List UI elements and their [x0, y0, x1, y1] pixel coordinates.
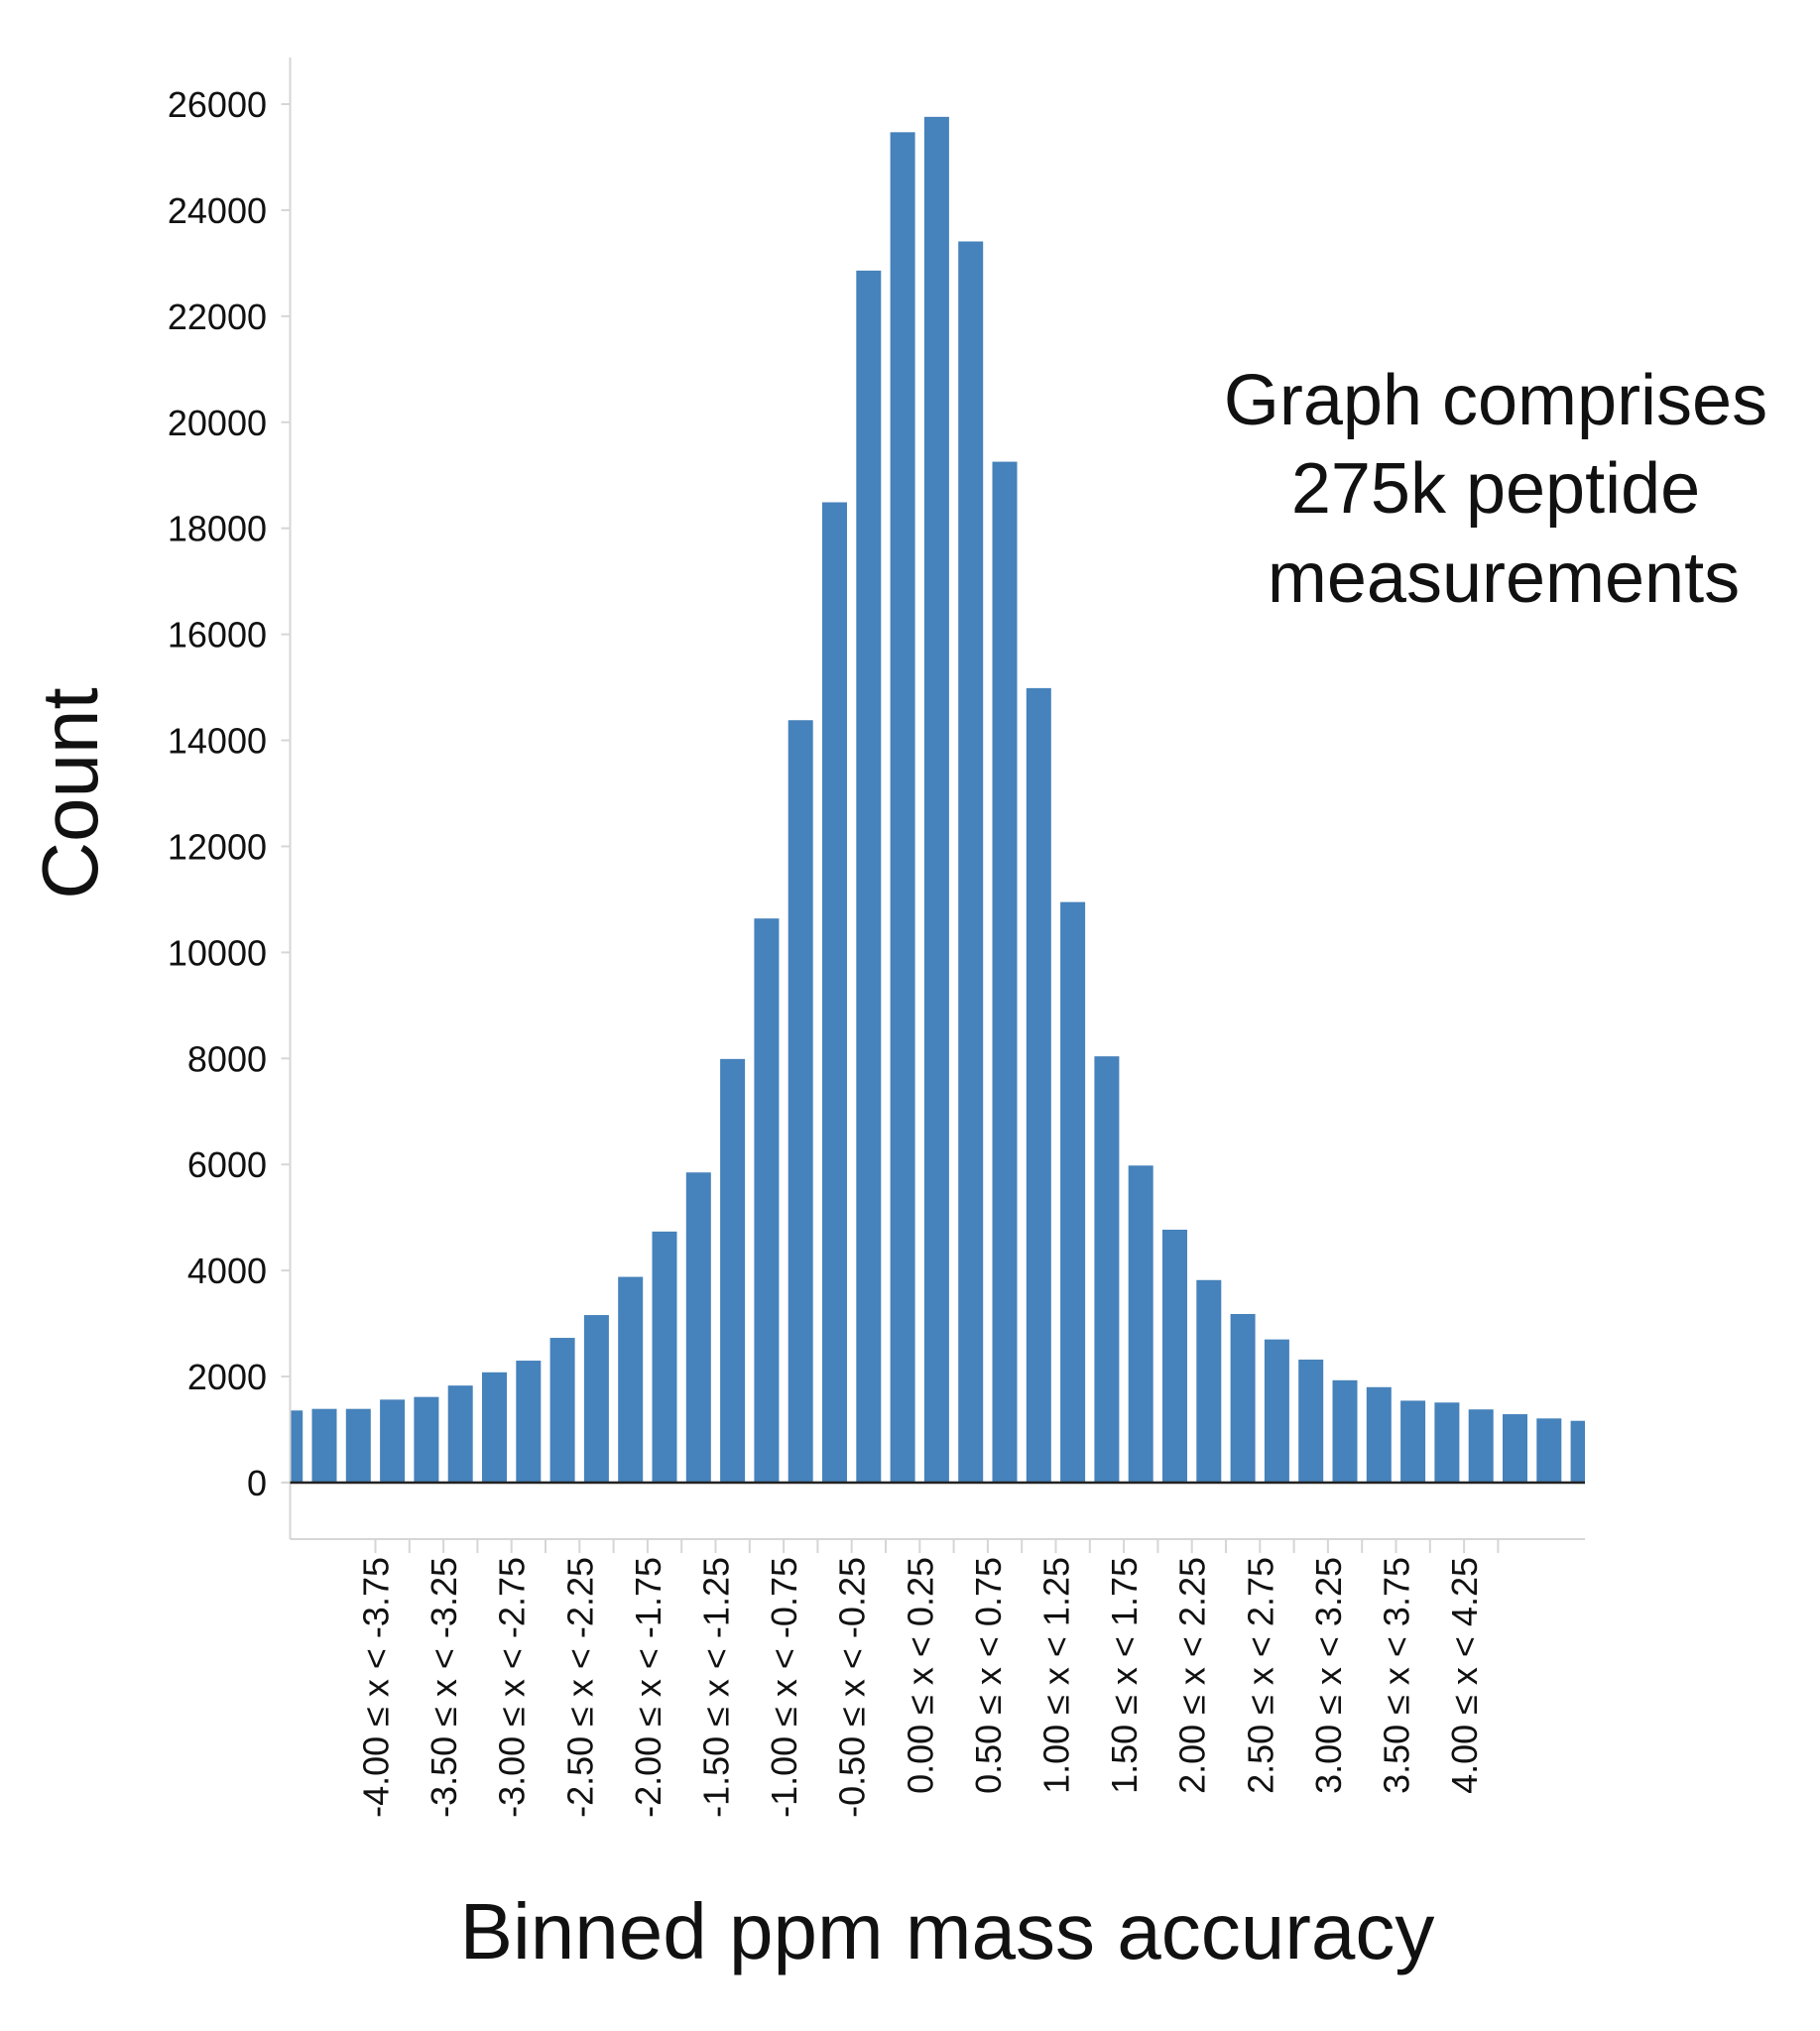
x-tick-label: 3.00 ≤ x < 3.25 [1308, 1557, 1349, 1794]
bar [414, 1396, 439, 1483]
bars [290, 116, 1585, 1485]
bar [1434, 1402, 1460, 1483]
y-tick-label: 4000 [187, 1251, 267, 1291]
bar [1094, 1056, 1120, 1483]
bar [958, 241, 984, 1484]
bar-series [291, 116, 1585, 1484]
bar [447, 1385, 473, 1483]
annotation-line-1: Graph comprises [1224, 361, 1767, 440]
y-tick-label: 26000 [168, 84, 267, 125]
y-tick-label: 20000 [168, 403, 267, 443]
x-tick-label: 1.00 ≤ x < 1.25 [1036, 1557, 1077, 1794]
bar [992, 461, 1018, 1483]
bar [1162, 1229, 1187, 1483]
bar [380, 1399, 406, 1483]
bar [1570, 1420, 1585, 1483]
annotation-line-2: 275k peptide [1291, 449, 1700, 529]
bar [583, 1315, 609, 1483]
x-tick-label: 4.00 ≤ x < 4.25 [1444, 1557, 1485, 1794]
x-tick-label: -3.00 ≤ x < -2.75 [492, 1557, 533, 1818]
bar [754, 918, 780, 1483]
bar [856, 270, 882, 1483]
bar [788, 720, 813, 1483]
bar [1060, 901, 1086, 1483]
x-tick-label: 0.00 ≤ x < 0.25 [900, 1557, 940, 1794]
x-axis-title: Binned ppm mass accuracy [460, 1887, 1435, 1975]
bar [1196, 1279, 1222, 1483]
y-tick-label: 6000 [187, 1144, 267, 1185]
y-tick-label: 18000 [168, 509, 267, 549]
x-tick-label: 2.50 ≤ x < 2.75 [1240, 1557, 1280, 1794]
bar [618, 1276, 644, 1483]
bar [345, 1408, 371, 1483]
bar [720, 1058, 746, 1483]
x-tick-label: -1.50 ≤ x < -1.25 [696, 1557, 737, 1818]
bar [311, 1408, 337, 1483]
bar [890, 132, 915, 1484]
bar [516, 1361, 542, 1483]
y-tick-label: 16000 [168, 615, 267, 656]
y-tick-label: 22000 [168, 297, 267, 337]
bar [549, 1338, 575, 1483]
annotation: Graph comprises 275k peptide measurement… [1224, 361, 1767, 618]
x-tick-label: -4.00 ≤ x < -3.75 [356, 1557, 397, 1818]
bar [1400, 1400, 1426, 1483]
y-tick-label: 10000 [168, 932, 267, 973]
annotation-line-3: measurements [1268, 538, 1740, 618]
bar [1468, 1409, 1494, 1483]
bar [652, 1231, 677, 1483]
x-tick-label: -0.50 ≤ x < -0.25 [832, 1557, 873, 1818]
bar [1230, 1313, 1256, 1483]
y-tick-label: 8000 [187, 1038, 267, 1079]
bar [1264, 1339, 1289, 1483]
x-tick-label: -3.50 ≤ x < -3.25 [424, 1557, 464, 1818]
x-tick-label: -1.00 ≤ x < -0.75 [764, 1557, 804, 1818]
bar [1536, 1418, 1562, 1483]
bar [1128, 1165, 1153, 1483]
bar [822, 502, 847, 1483]
bar [1332, 1379, 1358, 1483]
x-tick-label: 0.50 ≤ x < 0.75 [968, 1557, 1009, 1794]
x-tick-label: -2.50 ≤ x < -2.25 [559, 1557, 600, 1818]
bar [923, 116, 949, 1483]
x-tick-label: -2.00 ≤ x < -1.75 [628, 1557, 668, 1818]
x-tick-label: 3.50 ≤ x < 3.75 [1377, 1557, 1417, 1794]
bar [482, 1372, 507, 1483]
x-tick-label: 1.50 ≤ x < 1.75 [1104, 1557, 1145, 1794]
y-tick-label: 0 [247, 1463, 267, 1503]
bar [685, 1172, 711, 1483]
x-tick-label: 2.00 ≤ x < 2.25 [1172, 1557, 1213, 1794]
bar [1298, 1359, 1324, 1483]
y-tick-label: 12000 [168, 826, 267, 867]
y-tick-label: 24000 [168, 190, 267, 231]
y-axis: 0 2000 4000 6000 8000 10000 12000 14000 16000 180… [168, 58, 292, 1539]
y-tick-label: 2000 [187, 1357, 267, 1397]
bar [1026, 687, 1051, 1483]
x-axis: -4.00 ≤ x < -3.75 -3.50 ≤ x < -3.25 -3.00 … [290, 1538, 1585, 1818]
bar [291, 1410, 303, 1483]
y-axis-title: Count [26, 687, 114, 898]
bar [1366, 1386, 1392, 1483]
y-tick-label: 14000 [168, 721, 267, 762]
bar [1503, 1414, 1527, 1483]
